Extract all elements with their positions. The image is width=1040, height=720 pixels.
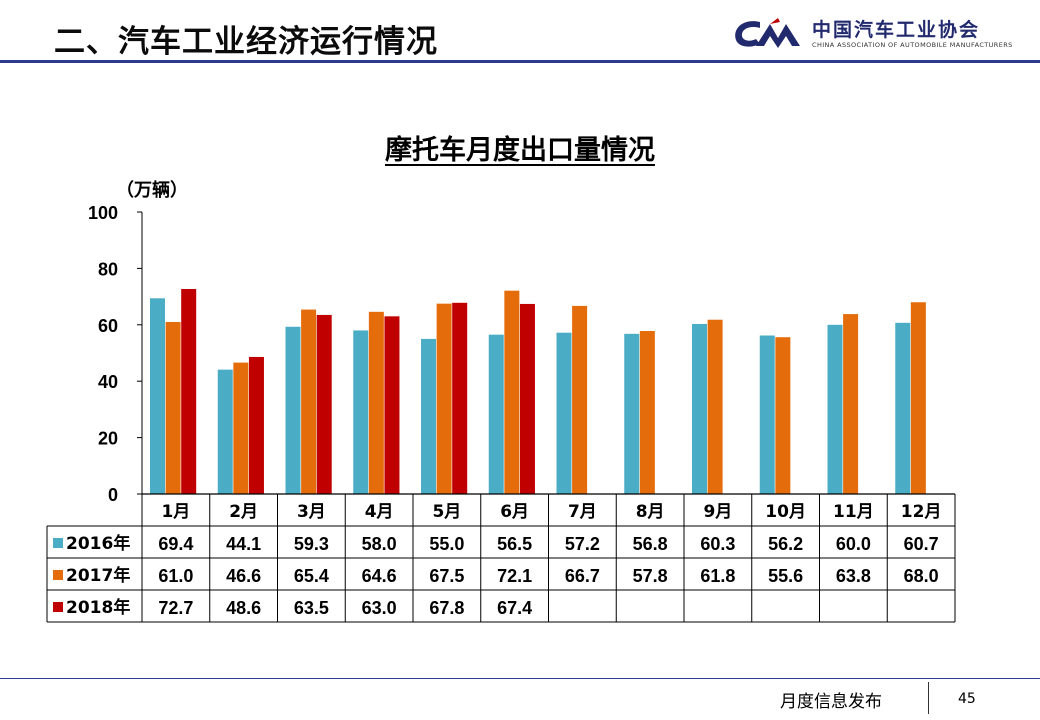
chart-title-text: 摩托车月度出口量情况 bbox=[385, 135, 655, 166]
bar-2016年-8月 bbox=[624, 333, 640, 494]
bar-2016年-10月 bbox=[759, 335, 775, 494]
bar-2017年-4月 bbox=[368, 311, 384, 494]
data-label: 58.0 bbox=[362, 534, 397, 554]
data-label: 67.4 bbox=[497, 598, 532, 618]
bar-2016年-2月 bbox=[217, 369, 233, 494]
bar-2016年-7月 bbox=[556, 332, 572, 494]
bar-2017年-3月 bbox=[301, 309, 317, 494]
slide-title: 二、汽车工业经济运行情况 bbox=[54, 24, 438, 60]
bar-2016年-5月 bbox=[421, 338, 436, 494]
bar-2017年-8月 bbox=[639, 331, 655, 494]
data-label: 57.2 bbox=[565, 534, 600, 554]
data-label: 63.5 bbox=[294, 598, 329, 618]
data-label: 60.3 bbox=[700, 534, 735, 554]
data-label: 48.6 bbox=[226, 598, 261, 618]
legend-entry: 2016年 bbox=[66, 533, 130, 554]
bar-2016年-12月 bbox=[895, 322, 911, 494]
data-label: 72.7 bbox=[158, 598, 193, 618]
data-label: 56.2 bbox=[768, 534, 803, 554]
bar-2017年-12月 bbox=[910, 302, 926, 494]
bar-2016年-6月 bbox=[488, 334, 504, 494]
bar-2018年-3月 bbox=[316, 314, 332, 494]
data-label: 61.8 bbox=[700, 566, 735, 586]
bar-2017年-2月 bbox=[233, 362, 249, 494]
caam-logo-mark bbox=[735, 18, 800, 48]
y-tick-label: 20 bbox=[98, 429, 118, 449]
data-label: 61.0 bbox=[158, 566, 193, 586]
x-tick-label: 10月 bbox=[765, 502, 806, 522]
x-tick-label: 11月 bbox=[833, 502, 874, 522]
logo-english-name: CHINA ASSOCIATION OF AUTOMOBILE MANUFACT… bbox=[812, 41, 1013, 49]
footer-label: 月度信息发布 bbox=[780, 692, 882, 712]
data-label: 57.8 bbox=[633, 566, 668, 586]
x-tick-label: 8月 bbox=[636, 502, 665, 522]
caam-logo: 中国汽车工业协会 CHINA ASSOCIATION OF AUTOMOBILE… bbox=[730, 12, 1030, 56]
bar-2018年-4月 bbox=[384, 316, 400, 494]
data-label: 59.3 bbox=[294, 534, 329, 554]
bar-2018年-1月 bbox=[181, 288, 197, 494]
x-tick-label: 1月 bbox=[161, 502, 190, 522]
legend-swatch-2018年 bbox=[53, 602, 63, 612]
data-label: 63.0 bbox=[362, 598, 397, 618]
data-label: 66.7 bbox=[565, 566, 600, 586]
bar-2016年-3月 bbox=[285, 326, 301, 494]
legend-entry: 2017年 bbox=[66, 565, 130, 586]
bar-2018年-2月 bbox=[248, 356, 264, 494]
bar-2018年-5月 bbox=[452, 302, 468, 494]
data-label: 65.4 bbox=[294, 566, 329, 586]
bar-2017年-7月 bbox=[572, 305, 588, 494]
data-label: 63.8 bbox=[836, 566, 871, 586]
legend-entry: 2018年 bbox=[66, 597, 130, 618]
x-tick-label: 7月 bbox=[568, 502, 597, 522]
bar-2016年-11月 bbox=[827, 324, 843, 494]
slide-header: 二、汽车工业经济运行情况 中国汽车工业协会 CHINA ASSOCIATION … bbox=[0, 0, 1040, 64]
x-tick-label: 3月 bbox=[297, 502, 326, 522]
y-tick-label: 40 bbox=[98, 372, 118, 392]
logo-chinese-name: 中国汽车工业协会 bbox=[812, 19, 981, 41]
data-label: 67.8 bbox=[429, 598, 464, 618]
data-label: 55.6 bbox=[768, 566, 803, 586]
y-tick-label: 80 bbox=[98, 259, 118, 279]
x-tick-label: 4月 bbox=[365, 502, 394, 522]
bar-2017年-10月 bbox=[775, 337, 791, 494]
data-label: 55.0 bbox=[429, 534, 464, 554]
bar-2016年-1月 bbox=[150, 298, 165, 494]
data-label: 60.0 bbox=[836, 534, 871, 554]
y-tick-label: 100 bbox=[88, 203, 118, 223]
data-label: 69.4 bbox=[158, 534, 193, 554]
bar-2017年-6月 bbox=[504, 290, 520, 494]
bar-2017年-1月 bbox=[165, 321, 181, 494]
legend-swatch-2016年 bbox=[53, 538, 63, 548]
header-rule bbox=[0, 60, 1040, 63]
y-tick-label: 60 bbox=[98, 316, 118, 336]
bar-2017年-9月 bbox=[707, 319, 723, 494]
data-label: 72.1 bbox=[497, 566, 532, 586]
data-label: 68.0 bbox=[904, 566, 939, 586]
bar-2017年-5月 bbox=[436, 303, 452, 494]
footer-rule bbox=[0, 678, 1040, 679]
y-tick-label: 0 bbox=[108, 485, 118, 505]
bar-2017年-11月 bbox=[843, 314, 859, 494]
y-axis-label: （万辆） bbox=[116, 179, 188, 201]
legend-swatch-2017年 bbox=[53, 570, 63, 580]
chart-title: 摩托车月度出口量情况 bbox=[0, 128, 1040, 167]
x-tick-label: 5月 bbox=[432, 502, 461, 522]
data-label: 56.5 bbox=[497, 534, 532, 554]
x-tick-label: 2月 bbox=[229, 502, 258, 522]
data-label: 67.5 bbox=[429, 566, 464, 586]
data-label: 56.8 bbox=[633, 534, 668, 554]
data-label: 46.6 bbox=[226, 566, 261, 586]
x-tick-label: 9月 bbox=[703, 502, 732, 522]
bar-2018年-6月 bbox=[519, 303, 535, 494]
data-label: 60.7 bbox=[904, 534, 939, 554]
footer-separator bbox=[928, 682, 929, 714]
bar-2016年-4月 bbox=[353, 330, 369, 494]
data-label: 64.6 bbox=[362, 566, 397, 586]
x-tick-label: 12月 bbox=[901, 502, 942, 522]
x-tick-label: 6月 bbox=[500, 502, 529, 522]
data-label: 44.1 bbox=[226, 534, 261, 554]
page-number: 45 bbox=[958, 691, 976, 707]
bar-2016年-9月 bbox=[692, 323, 707, 494]
